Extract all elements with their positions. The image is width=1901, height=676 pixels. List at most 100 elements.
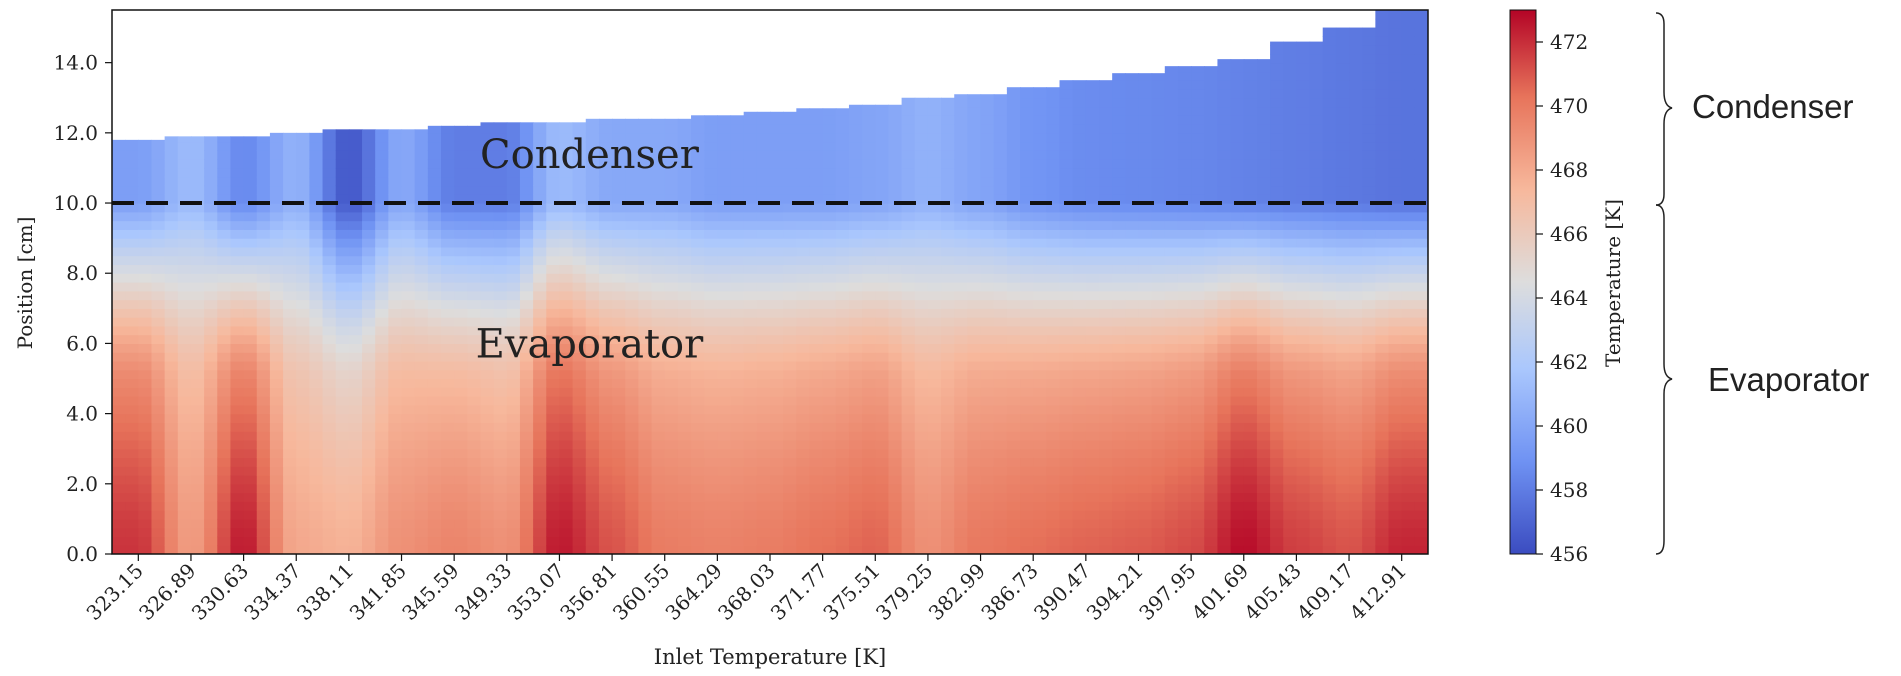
heatmap-cell [1296, 150, 1311, 160]
heatmap-cell [454, 545, 468, 554]
heatmap-cell [730, 176, 745, 187]
heatmap-cell [190, 141, 205, 151]
heatmap-cell [414, 334, 429, 345]
heatmap-cell [927, 325, 942, 336]
heatmap-cell [309, 413, 324, 423]
heatmap-cell [612, 118, 626, 125]
heatmap-cell [533, 122, 547, 125]
heatmap-cell [480, 396, 495, 406]
heatmap-cell [1375, 457, 1390, 467]
heatmap-cell [1230, 308, 1245, 318]
heatmap-cell [322, 185, 337, 195]
heatmap-cell [269, 220, 284, 230]
heatmap-cell [1151, 73, 1166, 81]
heatmap-cell [256, 185, 271, 195]
heatmap-cell [1164, 536, 1179, 546]
heatmap-cell [269, 273, 284, 283]
heatmap-cell [1243, 518, 1258, 529]
heatmap-cell [1033, 264, 1047, 274]
heatmap-cell [1112, 404, 1126, 415]
heatmap-cell [256, 413, 271, 423]
heatmap-cell [506, 334, 521, 345]
heatmap-cell [401, 211, 416, 222]
heatmap-cell [822, 378, 837, 388]
heatmap-cell [283, 159, 297, 169]
heatmap-cell [506, 457, 521, 467]
heatmap-cell [638, 352, 653, 362]
heatmap-cell [612, 378, 626, 388]
heatmap-cell [1362, 545, 1376, 554]
heatmap-cell [427, 545, 442, 554]
heatmap-cell [177, 492, 192, 502]
heatmap-cell [638, 176, 653, 187]
heatmap-cell [506, 387, 521, 397]
heatmap-cell [941, 317, 955, 327]
heatmap-cell [1309, 343, 1324, 353]
heatmap-cell [269, 510, 284, 520]
heatmap-cell [1296, 159, 1311, 169]
heatmap-cell [809, 439, 824, 450]
heatmap-cell [388, 483, 403, 494]
heatmap-cell [1362, 115, 1376, 125]
heatmap-cell [362, 325, 376, 336]
heatmap-cell [1164, 115, 1179, 125]
heatmap-cell [1020, 431, 1034, 441]
heatmap-cell [730, 518, 745, 529]
heatmap-cell [914, 141, 929, 151]
heatmap-cell [572, 334, 587, 345]
heatmap-cell [427, 167, 442, 178]
heatmap-cell [598, 159, 613, 169]
heatmap-cell [441, 501, 455, 511]
heatmap-cell [1256, 308, 1271, 318]
heatmap-cell [1085, 229, 1100, 239]
heatmap-cell [1204, 229, 1219, 239]
heatmap-cell [1256, 387, 1271, 397]
heatmap-cell [335, 457, 350, 467]
heatmap-cell [1046, 378, 1061, 388]
heatmap-cell [506, 448, 521, 459]
heatmap-cell [941, 439, 955, 450]
heatmap-cell [1230, 238, 1245, 248]
heatmap-cell [1072, 308, 1087, 318]
heatmap-cell [980, 159, 995, 169]
heatmap-cell [1349, 106, 1363, 116]
heatmap-cell [322, 501, 337, 511]
heatmap-cell [414, 518, 429, 529]
heatmap-cell [164, 141, 179, 151]
heatmap-cell [309, 404, 324, 415]
heatmap-cell [967, 264, 982, 274]
heatmap-cell [362, 273, 376, 283]
heatmap-cell [717, 317, 732, 327]
heatmap-cell [756, 343, 771, 353]
heatmap-cell [835, 466, 850, 476]
heatmap-cell [664, 150, 679, 160]
heatmap-cell [980, 299, 995, 309]
heatmap-cell [822, 448, 837, 459]
heatmap-cell [704, 264, 718, 274]
heatmap-cell [1322, 536, 1337, 546]
heatmap-cell [533, 448, 547, 459]
heatmap-cell [335, 475, 350, 485]
heatmap-cell [717, 325, 732, 336]
heatmap-cell [256, 404, 271, 415]
heatmap-cell [1020, 203, 1034, 213]
heatmap-cell [480, 334, 495, 345]
heatmap-cell [888, 246, 903, 257]
heatmap-cell [1164, 396, 1179, 406]
heatmap-cell [1099, 396, 1113, 406]
heatmap-cell [1204, 238, 1219, 248]
heatmap-cell [1217, 343, 1232, 353]
heatmap-cell [848, 150, 863, 160]
heatmap-cell [283, 518, 297, 529]
heatmap-cell [954, 325, 968, 336]
heatmap-cell [217, 299, 232, 309]
heatmap-cell [1256, 282, 1271, 292]
heatmap-cell [651, 352, 666, 362]
heatmap-cell [1375, 413, 1390, 423]
heatmap-cell [138, 185, 153, 195]
heatmap-cell [796, 334, 811, 345]
heatmap-cell [1020, 273, 1034, 283]
heatmap-cell [1322, 439, 1337, 450]
heatmap-cell [348, 185, 363, 195]
heatmap-cell [941, 422, 955, 432]
